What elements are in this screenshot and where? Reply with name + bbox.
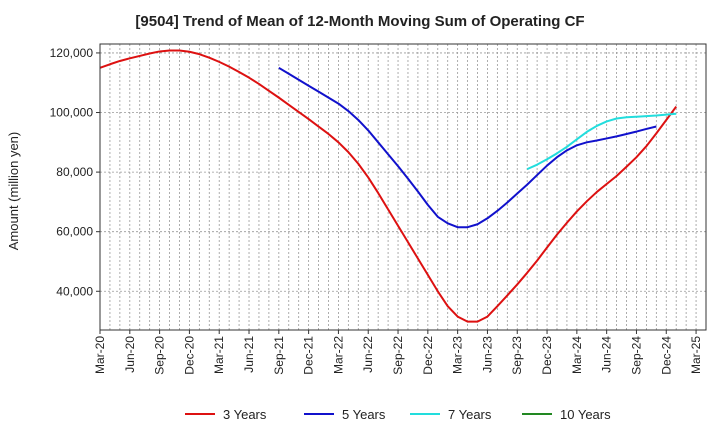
x-tick-label: Sep-20 xyxy=(153,336,167,375)
x-tick-label: Mar-21 xyxy=(212,336,226,374)
x-tick-label: Jun-22 xyxy=(361,336,375,373)
y-tick-label: 60,000 xyxy=(56,225,93,239)
x-tick-label: Dec-20 xyxy=(182,336,196,375)
series-line-7-years xyxy=(526,112,677,171)
legend-label: 10 Years xyxy=(560,407,611,422)
series-layer xyxy=(99,49,678,323)
x-tick-label: Jun-20 xyxy=(123,336,137,373)
x-tick-label: Sep-24 xyxy=(629,336,643,375)
x-tick-label: Sep-22 xyxy=(391,336,405,375)
y-tick-label: 100,000 xyxy=(50,106,94,120)
y-tick-label: 80,000 xyxy=(56,165,93,179)
x-tick-label: Sep-21 xyxy=(272,336,286,375)
x-tick-label: Dec-23 xyxy=(540,336,554,375)
legend: 3 Years 5 Years 7 Years 10 Years xyxy=(185,407,611,422)
y-tick-label: 40,000 xyxy=(56,284,93,298)
legend-label: 7 Years xyxy=(448,407,492,422)
x-tick-label: Mar-25 xyxy=(689,336,703,374)
grid-layer xyxy=(100,44,706,330)
y-tick-label: 120,000 xyxy=(50,46,94,60)
series-line-5-years xyxy=(278,66,657,229)
x-tick-label: Mar-22 xyxy=(331,336,345,374)
chart-title: [9504] Trend of Mean of 12-Month Moving … xyxy=(135,13,584,30)
x-tick-label: Jun-25 xyxy=(719,336,720,373)
x-tick-label: Dec-22 xyxy=(421,336,435,375)
y-axis: 40,000 60,000 80,000 100,000 120,000 xyxy=(50,46,100,298)
x-axis: Mar-20 Jun-20 Sep-20 Dec-20 Mar-21 Jun-21 Sep-… xyxy=(93,330,720,375)
y-axis-label: Amount (million yen) xyxy=(6,132,21,251)
x-tick-label: Mar-23 xyxy=(451,336,465,374)
x-tick-label: Dec-21 xyxy=(302,336,316,375)
x-tick-label: Jun-24 xyxy=(600,336,614,373)
x-tick-label: Mar-20 xyxy=(93,336,107,374)
legend-label: 5 Years xyxy=(342,407,386,422)
x-tick-label: Jun-23 xyxy=(480,336,494,373)
series-line-3-years xyxy=(99,49,678,323)
x-tick-label: Sep-23 xyxy=(510,336,524,375)
plot-frame xyxy=(99,43,707,331)
x-tick-label: Dec-24 xyxy=(659,336,673,375)
legend-label: 3 Years xyxy=(223,407,267,422)
x-tick-label: Jun-21 xyxy=(242,336,256,373)
x-tick-label: Mar-24 xyxy=(570,336,584,374)
